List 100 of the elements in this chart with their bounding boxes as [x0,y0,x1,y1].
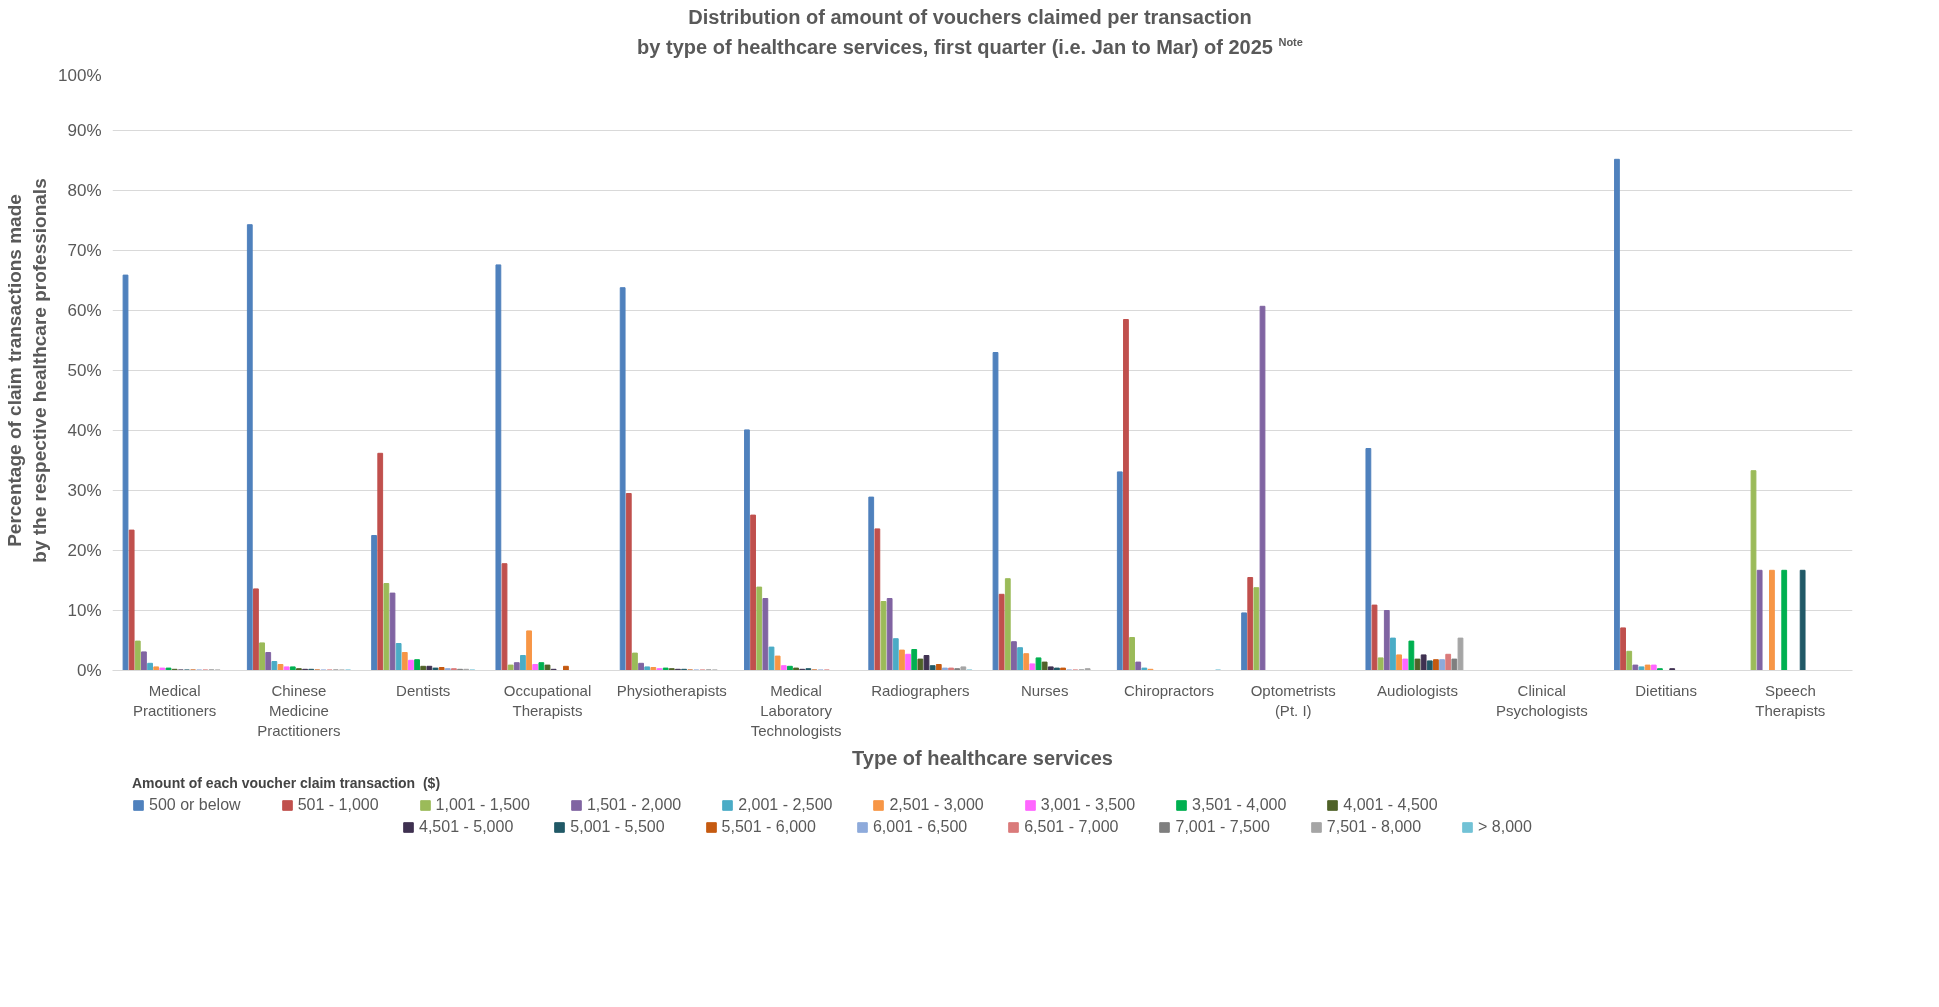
bar [159,667,166,671]
bar [432,667,439,671]
legend-label: 7,501 - 8,000 [1326,817,1422,836]
bar [1365,447,1372,671]
bar [874,528,881,671]
bar [426,665,433,671]
legend-label: 500 or below [149,795,241,814]
x-tick-label: Dentists [396,681,451,699]
bar [1029,663,1036,671]
bar [389,592,396,671]
bar [992,351,999,671]
bar [960,666,967,671]
x-tick-label: Nurses [1020,681,1069,699]
y-tick-label: 50% [67,360,102,380]
y-tick-label: 90% [67,120,102,140]
bar [1017,646,1023,671]
bar [886,597,893,671]
legend-label: 7,001 - 7,500 [1175,817,1270,836]
bar [1426,660,1433,671]
bar [1414,658,1421,671]
legend-label: 5,501 - 6,000 [721,817,816,836]
bar [880,600,887,671]
bar [1047,666,1054,671]
bar [408,659,414,671]
bar [1799,569,1806,671]
bar [911,648,918,671]
legend-label: 1,501 - 2,000 [586,795,682,814]
bar [141,651,147,671]
bar [495,264,502,671]
bar [383,582,390,671]
bar [1023,652,1030,671]
bar [414,658,420,671]
bar [1123,318,1129,671]
bar [1041,661,1048,671]
bar [544,664,551,671]
bar [1402,658,1409,671]
bar [1241,612,1247,671]
bar [420,665,427,671]
bar [923,654,930,671]
bar [942,667,948,671]
bar [259,642,265,671]
bar [644,666,651,671]
bar [289,666,296,671]
y-tick-label: 20% [67,540,102,560]
x-tick-label: Speech Therapists [1755,681,1826,719]
y-tick-label: 0% [76,660,102,680]
bar [1004,577,1011,671]
legend-title: Amount of each voucher claim transaction ($) [132,774,442,791]
x-tick-label: Dietitians [1635,681,1697,699]
bar [625,492,632,671]
bar [1135,661,1142,671]
bar [507,664,514,671]
bar [787,665,793,671]
bar [948,667,954,671]
y-tick-label: 30% [67,480,102,500]
legend-label: 4,501 - 5,000 [419,817,514,836]
x-tick-label: Radiographers [871,681,970,699]
bar [147,662,153,671]
bar [253,588,259,671]
x-tick-label: Occupational Therapists [503,681,592,719]
bar [1420,654,1427,671]
bar [128,529,135,671]
bar [868,496,875,671]
bar [283,666,290,671]
bar [1035,657,1042,671]
bar [998,593,1005,671]
legend-label: 1,001 - 1,500 [435,795,530,814]
bar [501,562,508,671]
bar [1054,667,1060,671]
bar [1626,650,1633,671]
x-tick-label: Clinical Psychologists [1495,681,1588,719]
bar [1614,158,1620,671]
bar [1638,666,1645,671]
bar [768,646,775,671]
bar [1129,636,1135,671]
bar [1451,658,1458,671]
legend-label: 4,001 - 4,500 [1343,795,1438,814]
bar [1769,569,1775,671]
bar [650,666,657,671]
bar [377,452,384,671]
bar [1439,658,1445,671]
bar [1390,637,1396,671]
bar [756,586,763,671]
x-axis-title: Type of healthcare services [852,746,1113,769]
bar [371,534,377,671]
y-tick-label: 80% [67,180,102,200]
bar [744,429,750,671]
bar [638,662,644,671]
bar [1781,569,1788,671]
bar [134,640,141,671]
bar [1396,654,1402,671]
bar [1116,471,1123,671]
bar [1253,586,1260,671]
bar [929,664,936,671]
bar [1457,637,1464,671]
legend-label: 501 - 1,000 [297,795,379,814]
legend-label: 3,001 - 3,500 [1040,795,1136,814]
y-tick-label: 10% [67,600,102,620]
bar [899,649,905,671]
bar [153,666,160,671]
